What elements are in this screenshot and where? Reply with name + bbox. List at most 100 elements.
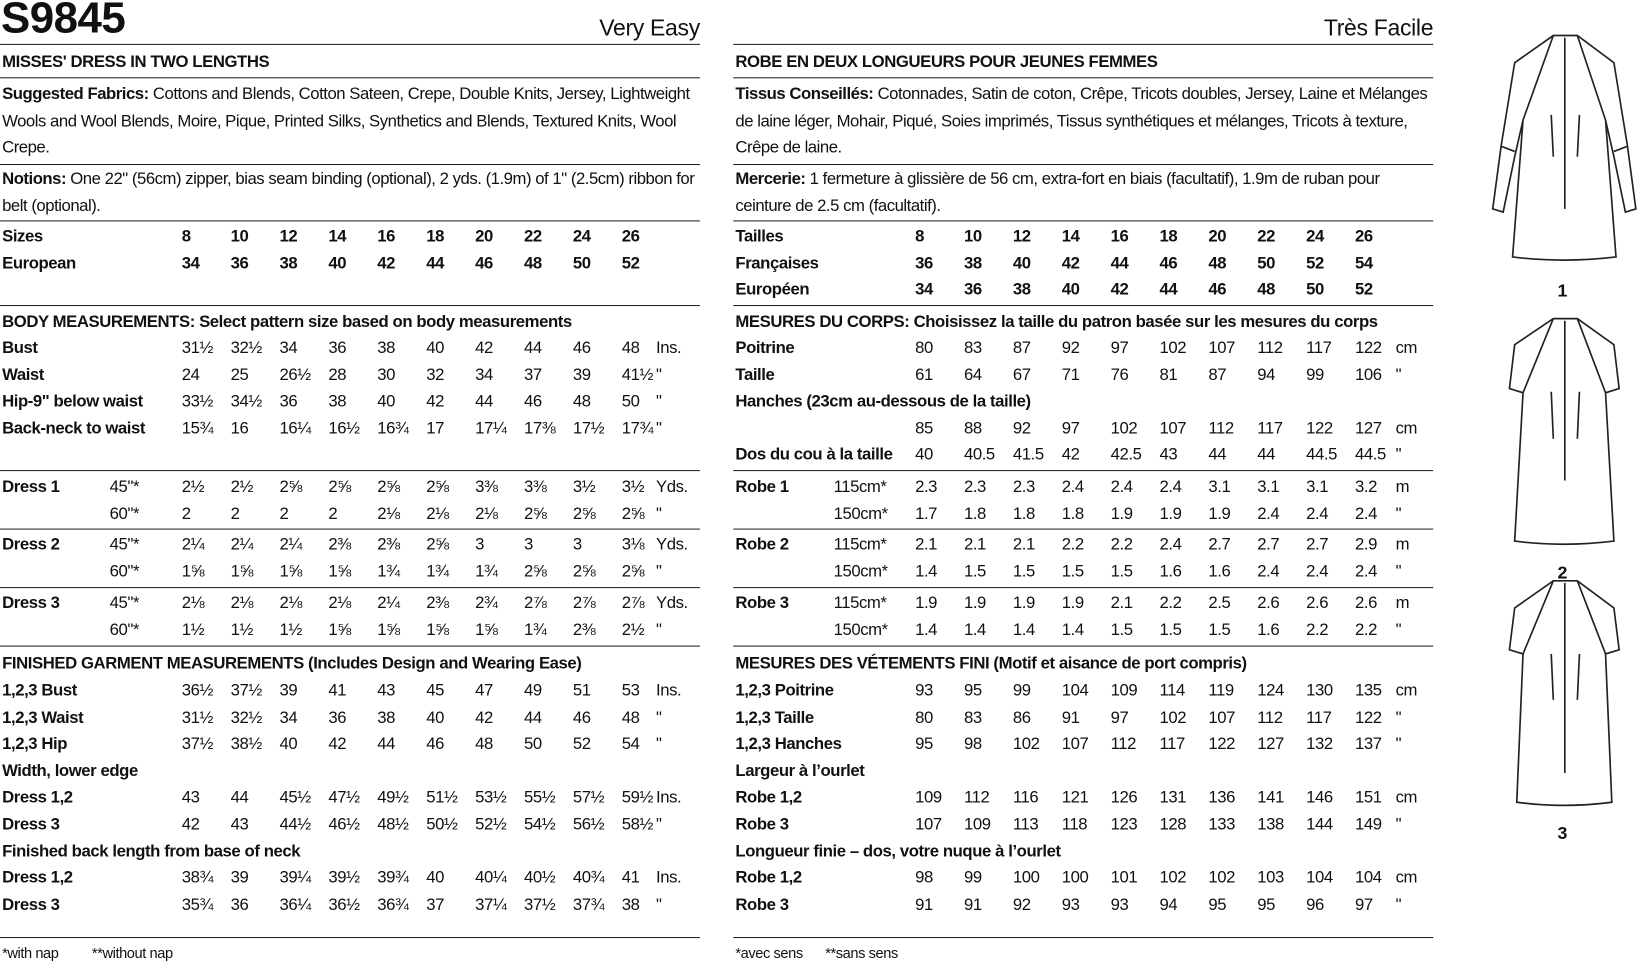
cell: 46 [572, 339, 591, 358]
unit: cm [1395, 419, 1418, 438]
cell: 83 [963, 339, 982, 358]
cell: 44 [1257, 446, 1276, 465]
cell: 91 [915, 896, 933, 914]
notions-label: Notions: [2, 170, 67, 189]
cell: 99 [1012, 682, 1031, 700]
cell: 1.9 [1061, 594, 1084, 613]
cell: 2⅞ [621, 594, 645, 613]
cell: 1½ [230, 621, 254, 639]
cell: 2.2 [1110, 535, 1133, 554]
unit: " [656, 505, 662, 523]
cell: 1.9 [1208, 505, 1231, 523]
cell: 16 [377, 227, 396, 246]
cell: 45½ [279, 789, 312, 807]
fabrics-paragraph: Suggested Fabrics: Cottons and Blends, Co… [2, 81, 700, 161]
cell: 38½ [230, 735, 263, 754]
cell: 37 [426, 896, 444, 914]
section-heading: MESURES DU CORPS: Choisissez la taille d… [735, 313, 1378, 332]
cell: 43 [377, 682, 396, 700]
cell: 22 [523, 227, 542, 246]
cell: 2 [181, 505, 191, 523]
cell: 122 [1355, 339, 1382, 358]
cell: 31½ [181, 708, 214, 727]
cell: 131 [1159, 789, 1187, 807]
cell: 1.5 [1159, 621, 1182, 639]
row-label: Finished back length from base of neck [2, 842, 301, 861]
cell: 39 [230, 869, 249, 888]
cell: 3⅜ [475, 478, 498, 497]
cell: 2⅝ [426, 535, 449, 554]
cell: 24 [572, 227, 591, 246]
cell: 107 [1208, 708, 1236, 727]
cell: 1⅝ [426, 621, 449, 639]
cell: 42 [1110, 281, 1129, 299]
cell: 17⅜ [523, 419, 556, 438]
row-label: Dress 3 [2, 594, 60, 613]
cell: 102 [1012, 735, 1040, 754]
cell: 40 [279, 735, 298, 754]
cell: 2⅝ [279, 478, 303, 497]
cell: 40 [377, 392, 396, 411]
cell: 2⅝ [426, 478, 449, 497]
notions-label: Mercerie: [735, 170, 806, 189]
cell: 91 [963, 896, 982, 914]
cell: 40 [426, 869, 444, 888]
cell: 36¾ [377, 896, 409, 914]
cell: 102 [1159, 708, 1187, 727]
row-label: Hip-9" below waist [2, 392, 143, 411]
cell: 2⅛ [279, 594, 303, 613]
cell: 39 [572, 366, 591, 384]
cell: 41 [621, 869, 640, 888]
cell: 2⅜ [426, 594, 449, 613]
unit: cm [1395, 789, 1418, 807]
cell: 1¾ [426, 562, 449, 581]
cell: 39¾ [377, 869, 409, 888]
row-label: Dress 1,2 [2, 789, 73, 807]
dress-view-2 [1508, 317, 1621, 546]
cell: 144 [1306, 815, 1333, 834]
cell: 2⅛ [426, 505, 449, 523]
cell: 106 [1355, 366, 1382, 384]
cell: 48 [475, 735, 493, 754]
cell: 123 [1110, 815, 1138, 834]
cell: 1⅝ [475, 621, 498, 639]
rule [0, 164, 700, 166]
cell: 2.4 [1306, 562, 1329, 581]
cell: 42 [328, 735, 347, 754]
cell: 2⅛ [230, 594, 254, 613]
cell: 36 [328, 339, 347, 358]
cell: 28 [328, 366, 347, 384]
cell: 97 [1061, 419, 1080, 438]
cell: 80 [915, 339, 933, 358]
cell: 86 [1012, 708, 1031, 727]
cell: 32 [426, 366, 444, 384]
cell: 1.9 [1110, 505, 1133, 523]
unit: " [656, 562, 662, 581]
rule [733, 164, 1434, 166]
cell: 38 [279, 254, 298, 273]
cell: 44 [1159, 281, 1178, 299]
cell: 50½ [426, 815, 458, 834]
cell: 25 [230, 366, 249, 384]
cell: 41½ [621, 366, 654, 384]
cell: 1⅝ [279, 562, 303, 581]
row-label: Robe 2 [735, 535, 789, 554]
cell: 1½ [181, 621, 205, 639]
title: ROBE EN DEUX LONGUEURS POUR JEUNES FEMME… [735, 53, 1158, 72]
cell: 92 [1061, 339, 1080, 358]
cell: 34 [181, 254, 200, 273]
figure-number: 1 [1557, 280, 1567, 301]
cell: 128 [1159, 815, 1187, 834]
cell: 104 [1061, 682, 1089, 700]
cell: 1.6 [1257, 621, 1280, 639]
cell: 1.4 [1012, 621, 1035, 639]
cell: 2⅛ [377, 505, 400, 523]
row-sublabel: 45"* [109, 594, 140, 613]
row-label: 1,2,3 Hip [2, 735, 68, 754]
cell: 2.4 [1306, 505, 1329, 523]
cell: 39¼ [279, 869, 312, 888]
cell: 1¾ [475, 562, 498, 581]
row-sublabel: 150cm* [833, 505, 889, 523]
cell: 95 [1257, 896, 1276, 914]
row-sublabel: 150cm* [833, 562, 889, 581]
